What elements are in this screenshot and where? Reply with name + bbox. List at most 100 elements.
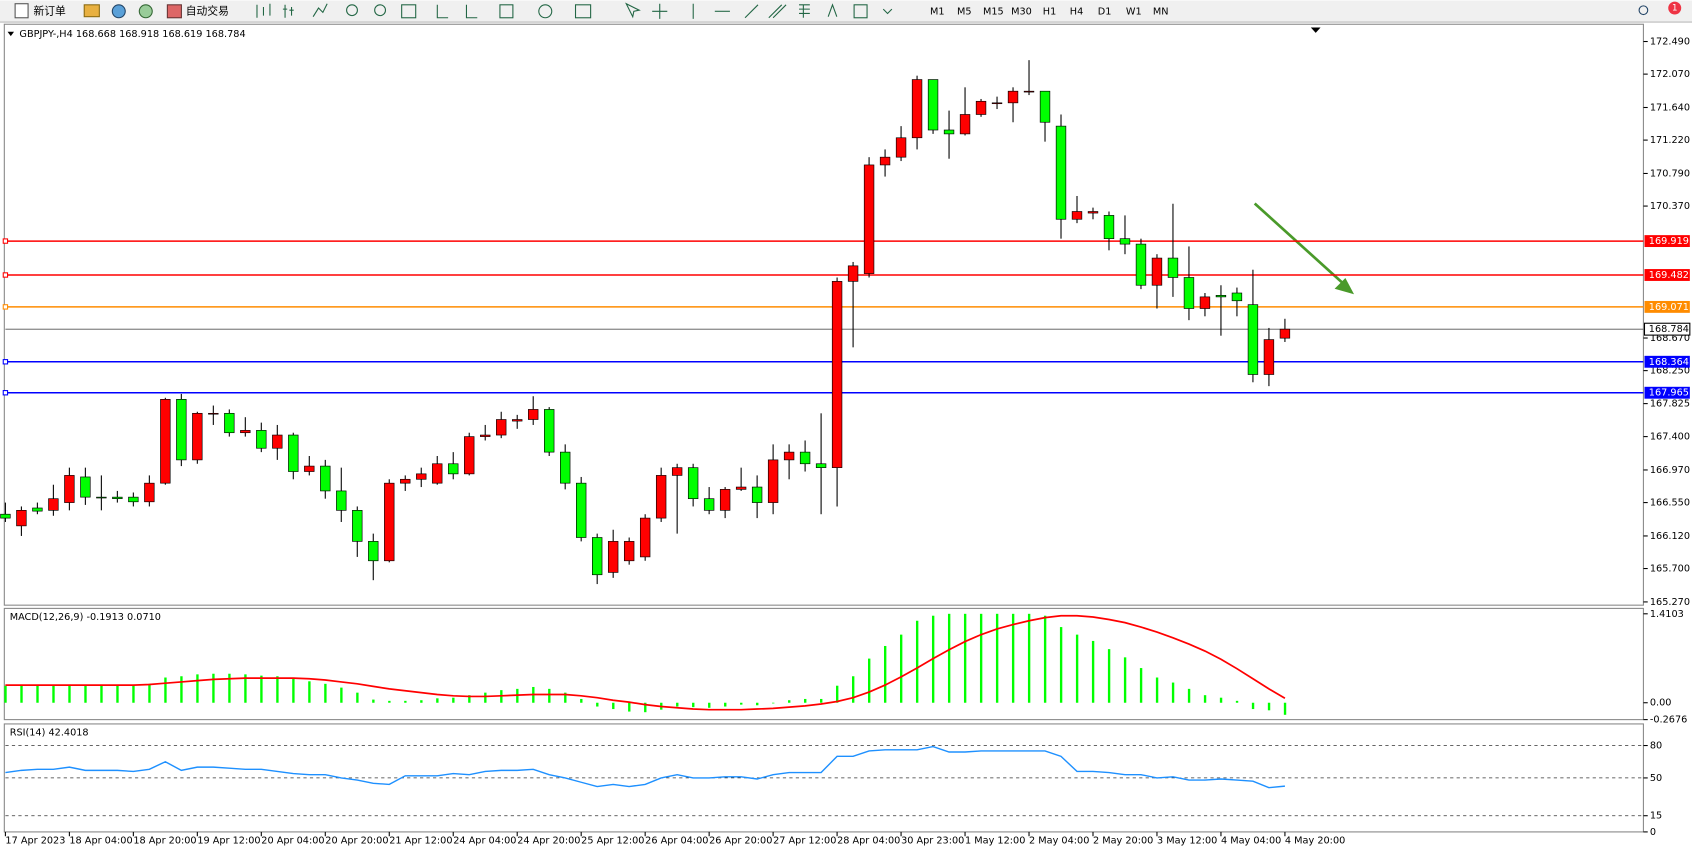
notification-badge[interactable] xyxy=(1668,1,1682,15)
y-tick-label: 167.400 xyxy=(1650,432,1690,443)
timeframe-button[interactable]: M1 xyxy=(930,6,945,17)
zoom-in-icon[interactable] xyxy=(346,4,358,17)
x-tick-label: 24 Apr 20:00 xyxy=(517,836,580,847)
macd-bar xyxy=(756,702,759,706)
auto-trade-icon[interactable] xyxy=(166,4,182,19)
text-icon[interactable] xyxy=(827,3,838,17)
icon[interactable] xyxy=(138,4,153,19)
candle-body xyxy=(847,265,859,282)
macd-bar xyxy=(1219,697,1223,703)
search-icon[interactable] xyxy=(1638,5,1649,16)
candle-body xyxy=(544,409,555,453)
candle-body xyxy=(927,79,939,131)
level-label-box xyxy=(1644,355,1690,368)
zoom-out-icon[interactable] xyxy=(374,4,387,17)
macd-bar xyxy=(644,702,647,713)
timeframe-button[interactable]: M30 xyxy=(1011,6,1032,17)
macd-bar xyxy=(1251,702,1255,710)
level-label: 169.482 xyxy=(1649,270,1689,281)
new-order-button[interactable]: 新订单 xyxy=(33,4,66,17)
candle-body xyxy=(336,490,347,511)
timeframe-button[interactable]: M5 xyxy=(957,6,972,17)
new-order-icon[interactable] xyxy=(14,3,29,19)
macd-bar xyxy=(947,613,951,703)
y-tick-label: 166.120 xyxy=(1650,531,1690,542)
macd-bar xyxy=(260,675,263,703)
icon[interactable] xyxy=(111,4,126,19)
macd-bar xyxy=(564,692,567,703)
candle-body xyxy=(192,412,203,461)
x-tick-label: 17 Apr 2023 xyxy=(5,836,65,847)
auto-trade-button[interactable]: 自动交易 xyxy=(186,4,229,17)
candle-body xyxy=(272,434,283,449)
candle-body xyxy=(655,475,667,519)
candle-body xyxy=(911,79,923,139)
channel-icon[interactable] xyxy=(768,4,787,19)
timeframe-button[interactable]: M15 xyxy=(983,6,1004,17)
candle-body xyxy=(32,507,43,512)
panels xyxy=(3,23,1644,833)
candle-body xyxy=(1023,90,1035,93)
level-label: 169.071 xyxy=(1649,302,1689,313)
level-label-box xyxy=(1644,235,1690,248)
macd-bar xyxy=(1027,613,1031,703)
candle-body xyxy=(576,482,587,538)
macd-bar xyxy=(1283,702,1287,715)
bar-chart-icon[interactable] xyxy=(256,3,271,18)
level-label: 168.364 xyxy=(1649,357,1689,368)
candle-body xyxy=(1135,243,1147,286)
timeframe-button[interactable]: MN xyxy=(1153,6,1169,17)
scroll-icon[interactable] xyxy=(436,4,449,19)
y-tick-label: 80 xyxy=(1650,741,1662,752)
macd-bar xyxy=(340,687,343,703)
arrows-icon[interactable] xyxy=(882,8,893,15)
x-tick-label: 19 Apr 12:00 xyxy=(197,836,260,847)
label-icon[interactable] xyxy=(853,4,868,19)
x-tick-label: 18 Apr 04:00 xyxy=(69,836,132,847)
macd-bar xyxy=(100,685,103,703)
y-tick-label: 168.250 xyxy=(1650,366,1690,377)
macd-bar xyxy=(116,685,119,703)
y-tick-label: 15 xyxy=(1650,811,1662,822)
y-tick-label: 0 xyxy=(1650,827,1656,838)
timeframe-button[interactable]: H1 xyxy=(1043,6,1056,17)
trendline-icon[interactable] xyxy=(744,4,759,19)
macd-bar xyxy=(68,685,71,703)
macd-bar xyxy=(836,685,839,703)
candle-body xyxy=(943,129,955,135)
macd-bar xyxy=(963,613,967,703)
timeframe-button[interactable]: D1 xyxy=(1098,6,1112,17)
line-icon[interactable] xyxy=(312,3,328,17)
crosshair-icon[interactable] xyxy=(652,3,668,19)
y-tick-label: 165.700 xyxy=(1650,564,1690,575)
candle-body xyxy=(719,489,731,511)
template-icon[interactable] xyxy=(574,4,592,19)
current-price-label: 168.784 xyxy=(1649,324,1689,335)
candle-body xyxy=(368,541,379,562)
shift-icon[interactable] xyxy=(465,4,478,19)
candle-body xyxy=(1087,211,1099,214)
level-handle xyxy=(2,272,9,278)
macd-bar xyxy=(1187,688,1191,703)
indicator-icon[interactable] xyxy=(499,4,514,19)
x-tick-label: 24 Apr 04:00 xyxy=(453,836,516,847)
rsi-header: RSI(14) 42.4018 xyxy=(10,728,89,739)
timeframes: M1 M5 M15 M30 H1 H4 D1 W1 MN xyxy=(930,6,1169,17)
x-tick-label: 1 May 12:00 xyxy=(965,836,1025,847)
macd-header: MACD(12,26,9) -0.1913 0.0710 xyxy=(10,612,161,623)
fibo-icon[interactable] xyxy=(799,4,810,18)
icon[interactable] xyxy=(83,4,100,18)
y-tick-label: 165.270 xyxy=(1650,597,1690,608)
candle-icon[interactable] xyxy=(282,4,294,18)
tile-icon[interactable] xyxy=(401,4,417,19)
candle-body xyxy=(464,436,475,475)
period-icon[interactable] xyxy=(538,4,553,19)
timeframe-button[interactable]: H4 xyxy=(1070,6,1083,17)
macd-bar xyxy=(1267,702,1271,711)
timeframe-button[interactable]: W1 xyxy=(1126,6,1142,17)
candle-body xyxy=(384,482,395,562)
cursor-icon[interactable] xyxy=(625,2,641,19)
y-tick-label: 172.490 xyxy=(1650,37,1690,48)
macd-bar xyxy=(724,702,727,707)
